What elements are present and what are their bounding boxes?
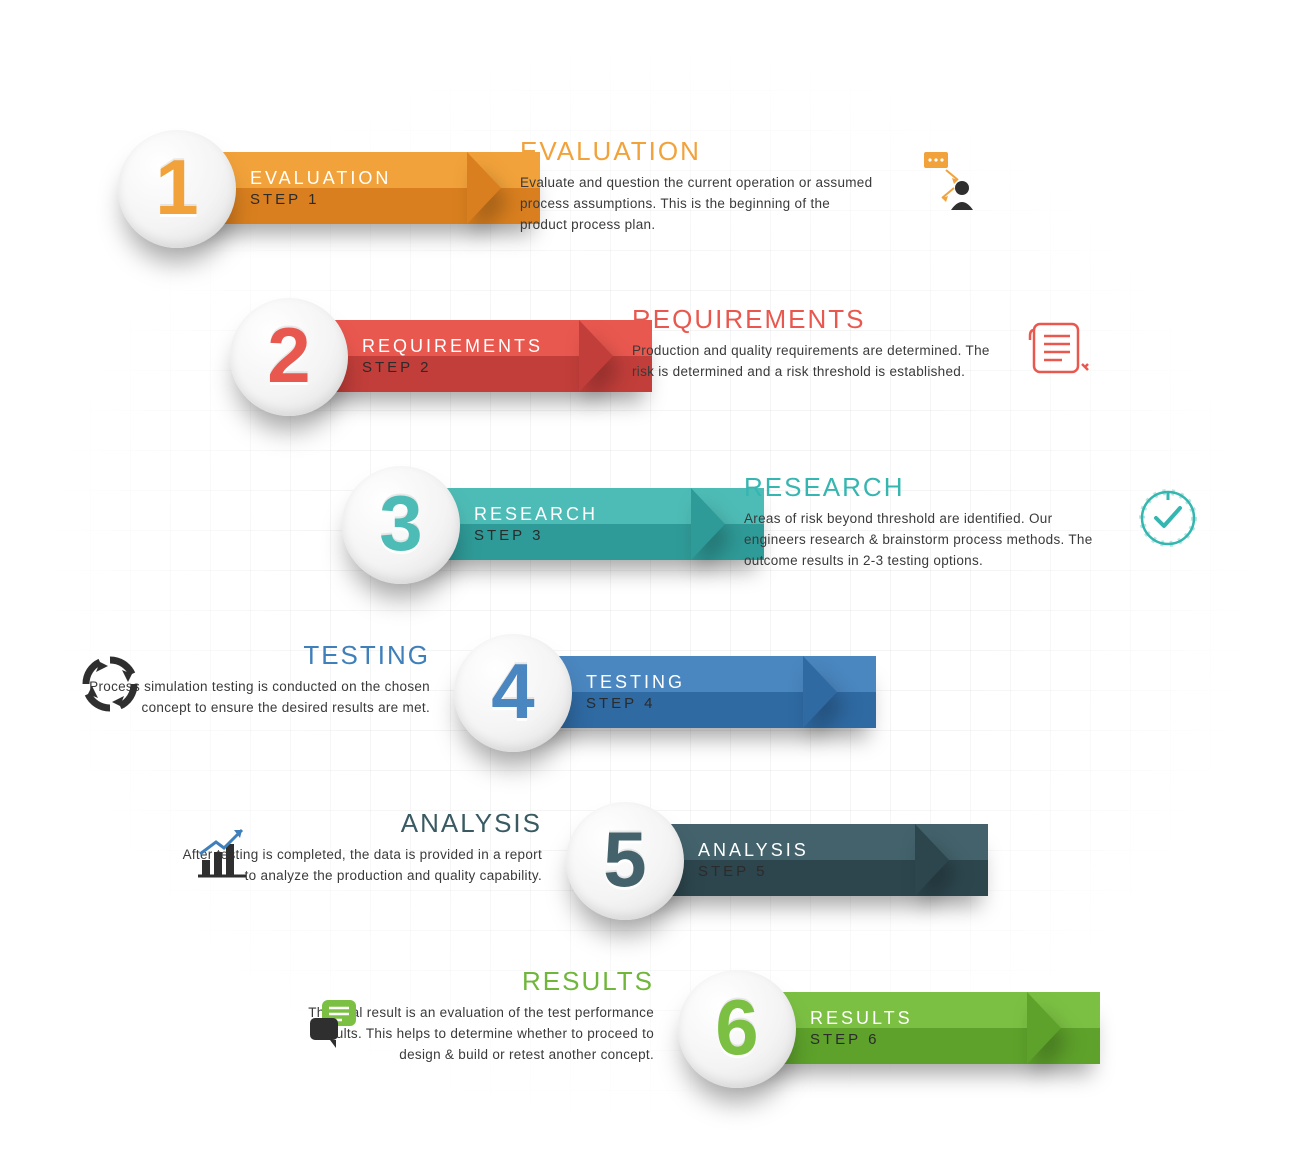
step-banner: RESEARCHSTEP 33 [342,466,742,586]
step-number-circle: 6 [678,970,796,1088]
arrowhead-icon [467,152,501,224]
step-number: 2 [267,316,310,394]
step-title: EVALUATION [520,136,880,167]
step-number: 3 [379,484,422,562]
arrowhead-icon [803,656,837,728]
step-number: 1 [155,148,198,226]
person-think-icon [910,140,990,220]
arrowhead-icon [579,320,613,392]
step-banner: ANALYSISSTEP 55 [566,802,966,922]
step-banner: RESULTSSTEP 66 [678,970,1078,1090]
step-number-circle: 2 [230,298,348,416]
step-body: Evaluate and question the current operat… [520,173,880,236]
arrowhead-icon [915,824,949,896]
step-number: 6 [715,988,758,1066]
step-number: 5 [603,820,646,898]
step-body: Production and quality requirements are … [632,341,992,383]
scroll-list-icon [1018,308,1098,388]
step-number-circle: 1 [118,130,236,248]
bar-chart-up-icon [182,812,262,892]
step-banner: TESTINGSTEP 44 [454,634,854,754]
clock-check-icon [1128,478,1208,558]
step-text-block: RESEARCH Areas of risk beyond threshold a… [744,472,1104,572]
step-number: 4 [491,652,534,730]
step-number-circle: 3 [342,466,460,584]
step-banner: EVALUATIONSTEP 11 [118,130,518,250]
step-title: REQUIREMENTS [632,304,992,335]
step-number-circle: 4 [454,634,572,752]
step-body: Areas of risk beyond threshold are ident… [744,509,1104,572]
step-banner: REQUIREMENTSSTEP 22 [230,298,630,418]
arrowhead-icon [691,488,725,560]
step-number-circle: 5 [566,802,684,920]
step-text-block: EVALUATION Evaluate and question the curr… [520,136,880,236]
chat-bubbles-icon [294,984,374,1064]
arrowhead-icon [1027,992,1061,1064]
step-text-block: REQUIREMENTS Production and quality requi… [632,304,992,383]
step-title: RESEARCH [744,472,1104,503]
recycle-arrows-icon [70,644,150,724]
